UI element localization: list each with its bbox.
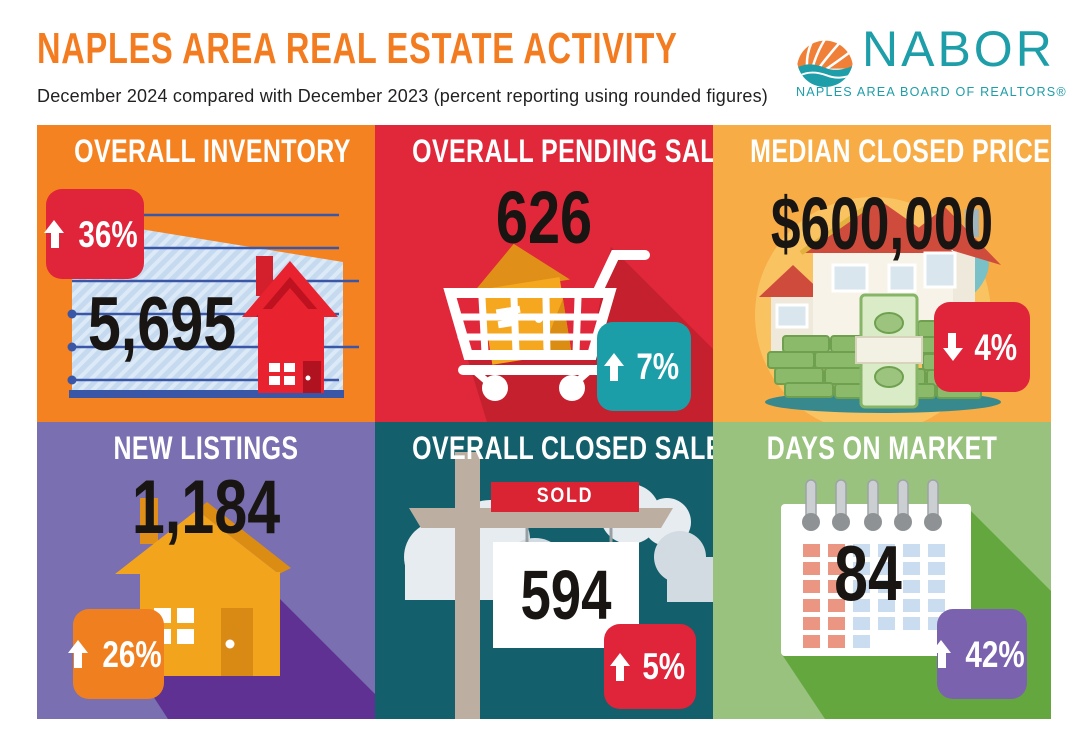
change-badge: 7% bbox=[597, 322, 691, 411]
up-arrow-icon bbox=[67, 640, 89, 668]
tile-new-listings: NEW LISTINGS 1,184 26% bbox=[37, 422, 375, 719]
tile-value: $600,000 bbox=[770, 182, 994, 265]
change-percent: 26% bbox=[102, 633, 162, 675]
nabor-shell-icon bbox=[796, 30, 854, 88]
logo-tagline: NAPLES AREA BOARD OF REALTORS® bbox=[796, 85, 1067, 99]
calendar-rings-icon bbox=[802, 479, 942, 531]
change-badge: 36% bbox=[44, 189, 144, 279]
banded-bills-icon bbox=[855, 293, 923, 409]
down-arrow-icon bbox=[942, 333, 963, 361]
tile-overall-inventory: OVERALL INVENTORY 5,695 36% bbox=[37, 125, 375, 422]
tile-median-closed-price: MEDIAN CLOSED PRICE $600,000 4% bbox=[713, 125, 1051, 422]
red-house-icon bbox=[242, 256, 338, 393]
up-arrow-icon bbox=[603, 352, 625, 381]
up-arrow-icon bbox=[44, 220, 65, 248]
change-percent: 5% bbox=[642, 646, 685, 687]
stats-grid: OVERALL INVENTORY 5,695 36% bbox=[37, 125, 1051, 719]
change-percent: 7% bbox=[636, 346, 679, 387]
change-badge: 4% bbox=[934, 302, 1030, 392]
tile-value: 1,184 bbox=[131, 465, 281, 550]
tile-title: OVERALL PENDING SALES bbox=[412, 133, 713, 169]
tile-overall-closed-sales: OVERALL CLOSED SALES SOLD 594 5% bbox=[375, 422, 713, 719]
sold-sign-label: SOLD bbox=[536, 484, 594, 507]
page-subtitle: December 2024 compared with December 202… bbox=[37, 86, 768, 106]
change-badge: 26% bbox=[67, 609, 164, 699]
tile-days-on-market: DAYS ON MARKET 84 42% bbox=[713, 422, 1051, 719]
up-arrow-icon bbox=[609, 652, 631, 681]
tile-title: DAYS ON MARKET bbox=[766, 430, 998, 466]
logo-name: NABOR bbox=[862, 21, 1055, 77]
tile-title: OVERALL INVENTORY bbox=[74, 133, 351, 169]
change-percent: 4% bbox=[974, 326, 1017, 368]
tile-title: NEW LISTINGS bbox=[113, 430, 299, 466]
change-badge: 42% bbox=[931, 609, 1027, 699]
tile-value: 84 bbox=[834, 529, 902, 617]
tile-title: MEDIAN CLOSED PRICE bbox=[750, 133, 1051, 169]
tile-value: 594 bbox=[520, 556, 612, 634]
tile-overall-pending-sales: OVERALL PENDING SALES 626 7% bbox=[375, 125, 713, 422]
change-badge: 5% bbox=[604, 624, 696, 709]
tile-value: 626 bbox=[495, 176, 593, 259]
change-percent: 36% bbox=[78, 213, 139, 255]
change-percent: 42% bbox=[965, 633, 1026, 675]
up-arrow-icon bbox=[931, 640, 952, 668]
nabor-logo: NABOR NAPLES AREA BOARD OF REALTORS® bbox=[796, 21, 1066, 108]
tile-title: OVERALL CLOSED SALES bbox=[412, 430, 713, 466]
page-title: NAPLES AREA REAL ESTATE ACTIVITY bbox=[37, 24, 678, 73]
tile-value: 5,695 bbox=[87, 282, 237, 367]
